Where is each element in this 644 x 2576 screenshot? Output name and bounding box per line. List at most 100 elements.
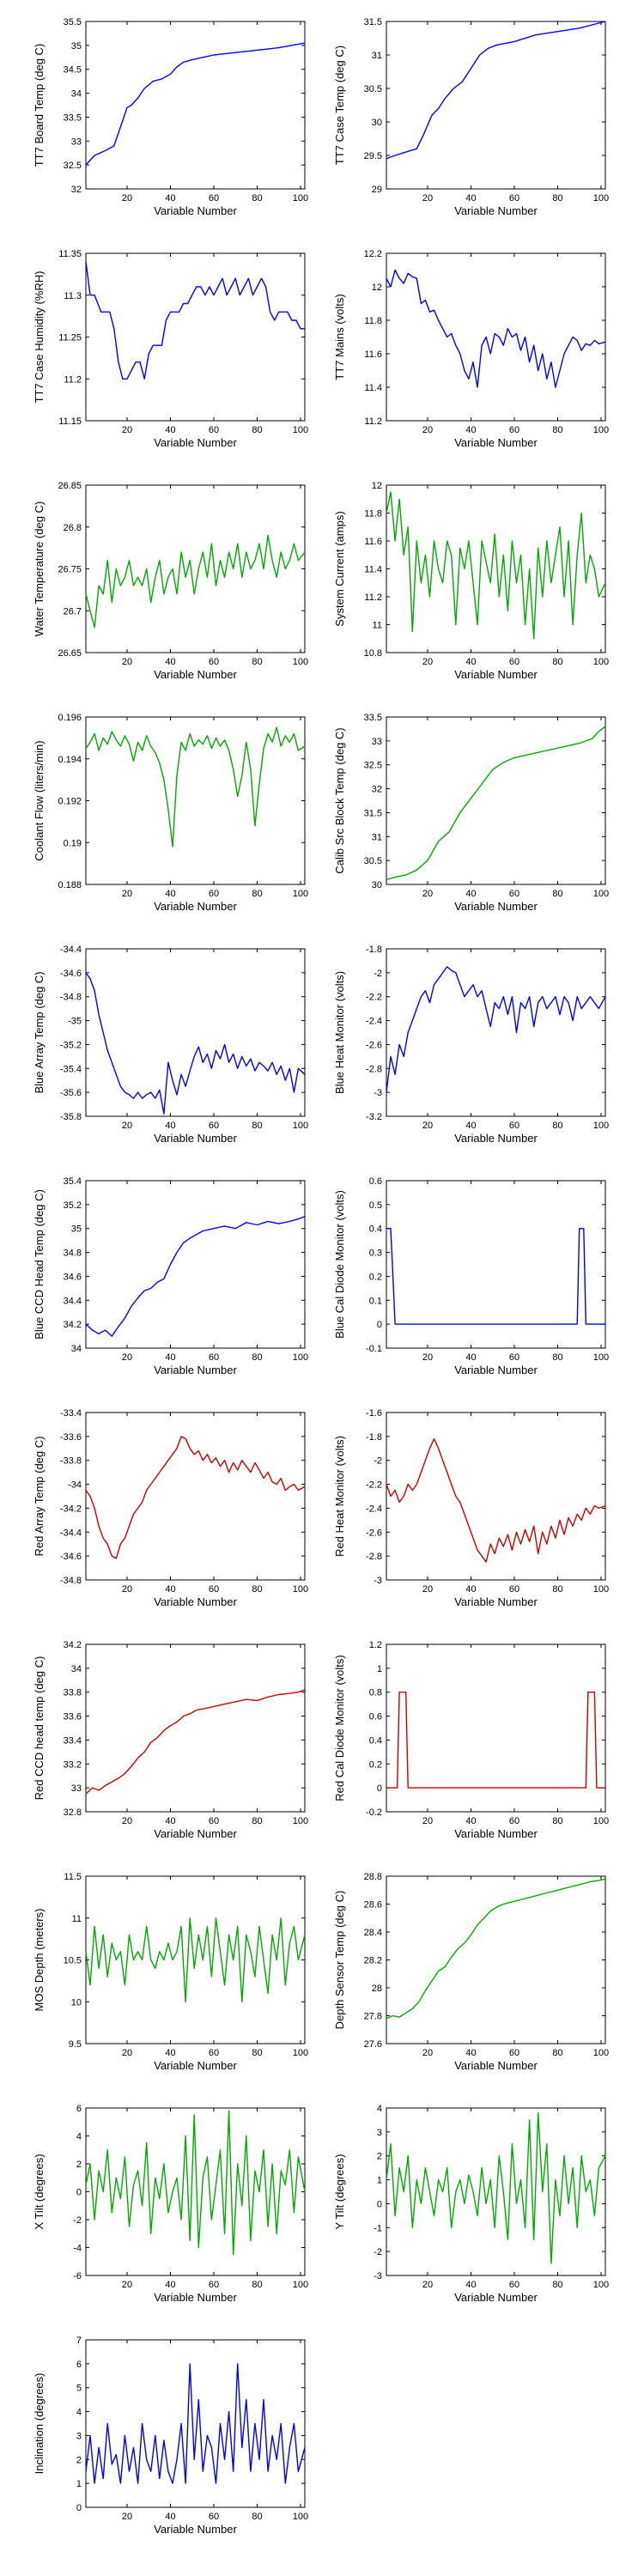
- y-tick-label: -35: [68, 1017, 82, 1027]
- y-axis-label: TT7 Mains (volts): [333, 294, 346, 380]
- y-axis-label: Coolant Flow (liters/min): [33, 740, 46, 860]
- y-tick-label: 32: [71, 185, 82, 195]
- y-tick-label: -34.4: [60, 945, 82, 955]
- series-line: [85, 1689, 306, 1795]
- y-axis-label: Depth Sensor Temp (deg C): [333, 1891, 346, 2030]
- x-tick-label: 100: [293, 657, 308, 667]
- y-tick-label: 0.6: [369, 1176, 382, 1187]
- chart-panel: 11.15 11.2 11.25 11.3 11.35 20 40 60 80 100 Variab…: [33, 249, 308, 449]
- y-tick-label: -35.8: [60, 1112, 82, 1122]
- x-tick-label: 80: [252, 2280, 262, 2290]
- series-line: [85, 534, 306, 629]
- x-tick-label: 80: [252, 657, 262, 667]
- y-tick-label: 34.5: [64, 65, 82, 76]
- plot-area: [85, 1180, 306, 1349]
- y-tick-label: 33: [71, 137, 82, 147]
- y-tick-label: 11.8: [364, 316, 382, 326]
- x-tick-label: 80: [252, 1584, 262, 1595]
- x-tick-label: 80: [252, 1816, 262, 1826]
- y-tick-label: -0.2: [366, 1807, 382, 1818]
- y-tick-label: 34.6: [64, 1272, 82, 1282]
- x-axis-label: Variable Number: [454, 1827, 538, 1840]
- x-tick-label: 60: [209, 889, 219, 899]
- y-axis-label: Calib Src Block Temp (deg C): [333, 727, 346, 873]
- plot-area: [85, 2339, 306, 2508]
- x-tick-label: 40: [165, 657, 175, 667]
- x-tick-label: 20: [122, 1121, 132, 1131]
- y-tick-label: 10: [71, 1997, 82, 2008]
- y-tick-label: 12: [372, 283, 382, 293]
- x-axis-label: Variable Number: [154, 1827, 237, 1840]
- y-axis-label: Blue Heat Monitor (volts): [333, 971, 346, 1094]
- x-axis-label: Variable Number: [154, 2523, 237, 2536]
- y-tick-label: -3.2: [366, 1112, 382, 1122]
- y-tick-label: 26.7: [64, 606, 82, 617]
- plot-area: [386, 21, 606, 190]
- chart-panel: 30 30.5 31 31.5 32 32.5 33 33.5 20 40 60 80 100 Varia…: [333, 713, 609, 913]
- y-tick-label: -2: [73, 2215, 82, 2226]
- series-line: [85, 1216, 306, 1337]
- y-tick-label: -34.4: [60, 1528, 82, 1538]
- x-tick-label: 80: [552, 1816, 562, 1826]
- y-tick-label: 30: [372, 118, 382, 128]
- series-line: [386, 966, 606, 1093]
- chart-panel: 32 32.5 33 33.5 34 34.5 35 35.5 20 40 60 80 100 Varia…: [33, 17, 308, 217]
- x-tick-label: 20: [422, 889, 433, 899]
- x-tick-label: 40: [165, 1816, 175, 1826]
- x-axis-label: Variable Number: [454, 1364, 538, 1376]
- x-tick-label: 60: [509, 193, 519, 204]
- x-tick-label: 100: [593, 2048, 609, 2058]
- x-tick-label: 100: [593, 657, 609, 667]
- series-line: [85, 972, 306, 1115]
- chart-panel: 10.8 11 11.2 11.4 11.6 11.8 12 20 40 60 80 100 Varia…: [333, 481, 609, 681]
- x-tick-label: 40: [165, 2512, 175, 2522]
- x-tick-label: 60: [209, 425, 219, 435]
- x-axis-label: Variable Number: [154, 1364, 237, 1376]
- x-tick-label: 40: [165, 1352, 175, 1363]
- y-tick-label: 35.5: [64, 17, 82, 27]
- x-axis-label: Variable Number: [154, 436, 237, 449]
- x-tick-label: 100: [293, 2280, 308, 2290]
- y-axis-label: Blue Array Temp (deg C): [33, 971, 46, 1093]
- y-tick-label: 0: [377, 2199, 382, 2209]
- y-tick-label: 11.2: [64, 374, 82, 385]
- x-axis-label: Variable Number: [154, 900, 237, 913]
- x-tick-label: 100: [593, 1816, 609, 1826]
- y-tick-label: 35.4: [64, 1176, 82, 1187]
- y-tick-label: -34.6: [60, 1552, 82, 1562]
- x-tick-label: 20: [422, 1352, 433, 1363]
- x-tick-label: 100: [293, 1121, 308, 1131]
- y-tick-label: 12.2: [364, 249, 382, 259]
- plot-area: [386, 948, 606, 1117]
- chart-panel: 9.5 10 10.5 11 11.5 20 40 60 80 100 Variable Numbe…: [33, 1872, 308, 2072]
- x-tick-label: 60: [209, 2512, 219, 2522]
- y-tick-label: -6: [73, 2271, 82, 2281]
- x-tick-label: 20: [422, 2048, 433, 2058]
- x-tick-label: 60: [209, 657, 219, 667]
- x-tick-label: 80: [252, 889, 262, 899]
- y-tick-label: 5: [76, 2384, 82, 2394]
- plot-area: [85, 948, 306, 1117]
- x-tick-label: 40: [465, 1816, 476, 1826]
- y-tick-label: 11.2: [364, 592, 382, 603]
- x-axis-label: Variable Number: [154, 1595, 237, 1608]
- series-line: [386, 1437, 606, 1563]
- y-tick-label: -1.8: [366, 945, 382, 955]
- series-line: [386, 726, 606, 881]
- x-axis-label: Variable Number: [454, 900, 538, 913]
- x-tick-label: 60: [509, 657, 519, 667]
- y-tick-label: 11.8: [364, 509, 382, 519]
- y-tick-label: -3: [374, 1576, 382, 1586]
- x-tick-label: 20: [122, 657, 132, 667]
- y-tick-label: 33.6: [64, 1712, 82, 1722]
- y-tick-label: 34: [71, 89, 82, 100]
- x-tick-label: 20: [422, 657, 433, 667]
- x-axis-label: Variable Number: [154, 2291, 237, 2304]
- x-tick-label: 60: [509, 2280, 519, 2290]
- y-tick-label: 7: [76, 2336, 82, 2346]
- x-tick-label: 40: [465, 657, 476, 667]
- x-tick-label: 100: [593, 1121, 609, 1131]
- x-tick-label: 20: [422, 1121, 433, 1131]
- x-tick-label: 20: [122, 2512, 132, 2522]
- x-tick-label: 40: [465, 1352, 476, 1363]
